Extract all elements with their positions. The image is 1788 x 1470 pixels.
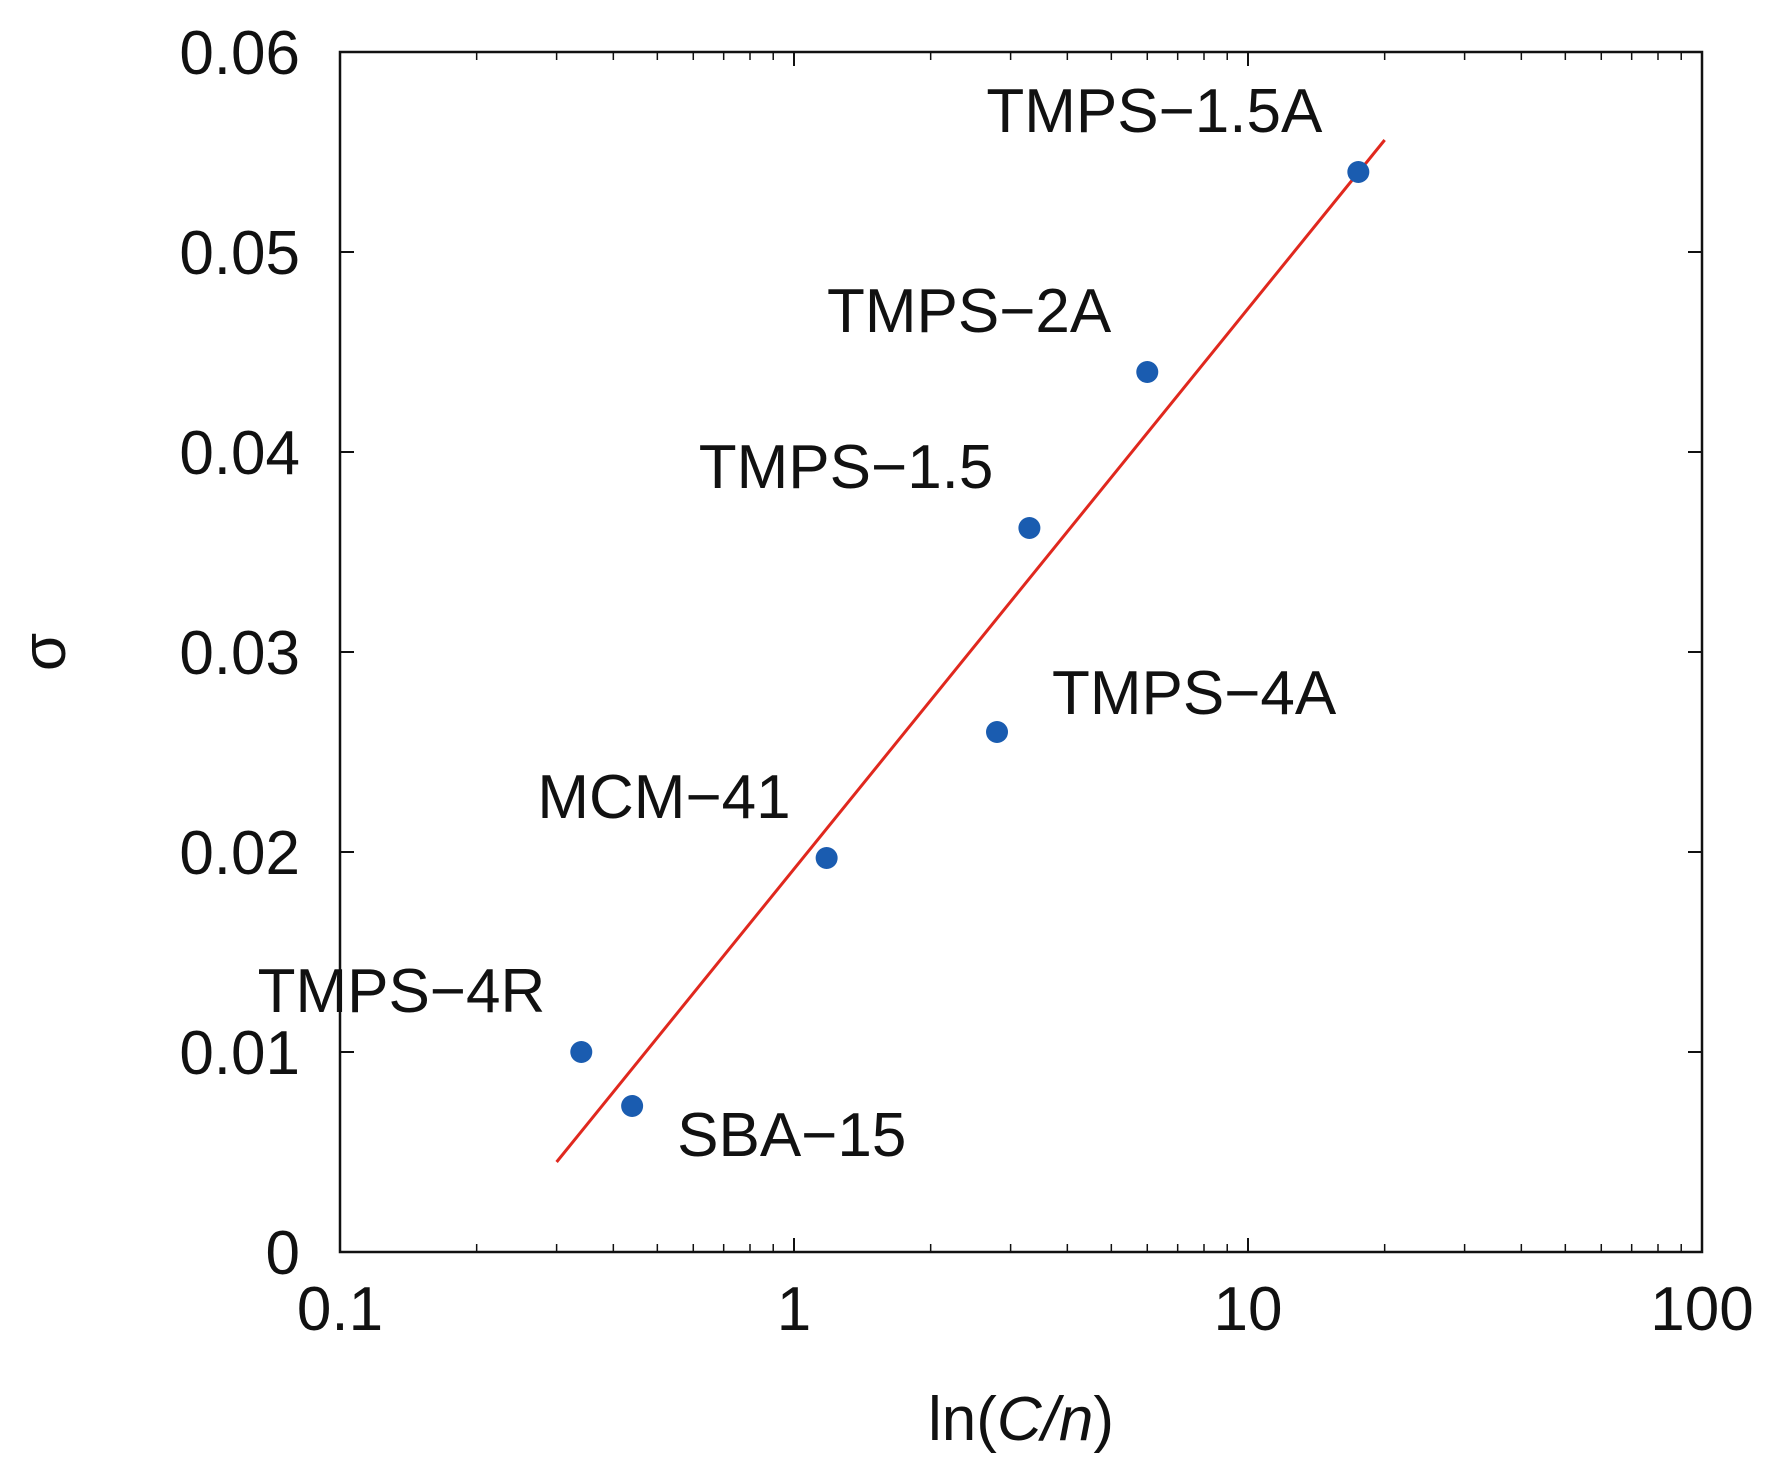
data-point [1018, 517, 1041, 539]
x-tick-label: 1 [777, 1275, 811, 1344]
x-tick-label: 0.1 [297, 1275, 383, 1344]
point-label: TMPS−1.5A [986, 77, 1323, 146]
y-tick-label: 0.03 [179, 619, 300, 688]
point-label: TMPS−2A [827, 277, 1112, 346]
ticks-layer: 0 0.01 0.02 0.03 0.04 0.05 0.06 0.1 1 10 100 [179, 19, 1753, 1344]
x-tick-label: 100 [1650, 1275, 1753, 1344]
x-axis-title: ln(C/n) [928, 1385, 1114, 1454]
point-label: TMPS−1.5 [699, 433, 994, 502]
y-tick-label: 0 [266, 1219, 300, 1288]
y-tick-label: 0.05 [179, 219, 300, 288]
x-axis-title-suffix: ) [1093, 1385, 1114, 1454]
x-axis-title-prefix: ln( [928, 1385, 997, 1454]
x-tick-label: 10 [1214, 1275, 1283, 1344]
x-axis-title-variable: C/n [997, 1385, 1093, 1454]
data-point [621, 1095, 644, 1117]
data-point [1347, 161, 1370, 183]
point-label: SBA−15 [677, 1101, 906, 1170]
data-point [815, 847, 838, 869]
fit-layer [555, 139, 1386, 1163]
y-axis-title: σ [10, 633, 79, 671]
y-tick-label: 0.02 [179, 819, 300, 888]
data-point [570, 1041, 593, 1063]
data-point [1136, 361, 1159, 383]
y-tick-label: 0.06 [179, 19, 300, 88]
points-layer [570, 161, 1370, 1117]
data-point [986, 721, 1009, 743]
point-labels-layer: TMPS−1.5A TMPS−2A TMPS−1.5 TMPS−4A MCM−41 TMP… [258, 77, 1337, 1170]
y-tick-label: 0.01 [179, 1019, 300, 1088]
point-label: MCM−41 [537, 763, 790, 832]
fit-line [555, 139, 1386, 1163]
point-label: TMPS−4A [1052, 659, 1337, 728]
plot-frame [338, 50, 1704, 1254]
point-label: TMPS−4R [258, 957, 546, 1026]
y-tick-label: 0.04 [179, 419, 300, 488]
